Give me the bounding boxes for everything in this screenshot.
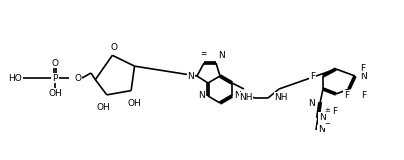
- Text: F: F: [310, 72, 315, 80]
- Text: F: F: [360, 64, 365, 72]
- Text: N: N: [318, 125, 325, 135]
- Text: ±: ±: [324, 107, 330, 113]
- Text: NH: NH: [239, 93, 253, 102]
- Text: N: N: [198, 92, 205, 100]
- Text: N: N: [187, 72, 194, 80]
- Text: =: =: [200, 49, 206, 58]
- Text: NH: NH: [274, 93, 288, 102]
- Text: OH: OH: [127, 99, 141, 108]
- Text: N: N: [308, 99, 315, 108]
- Text: −: −: [324, 121, 330, 127]
- Text: OH: OH: [48, 88, 62, 97]
- Text: OH: OH: [97, 103, 111, 112]
- Text: F: F: [332, 107, 338, 116]
- Text: O: O: [74, 73, 82, 83]
- Text: O: O: [51, 59, 59, 68]
- Text: N: N: [218, 51, 225, 60]
- Text: P: P: [52, 73, 58, 83]
- Text: F: F: [361, 91, 366, 100]
- Text: N: N: [319, 112, 326, 121]
- Text: O: O: [111, 43, 118, 52]
- Text: F: F: [344, 91, 349, 100]
- Text: N: N: [234, 92, 241, 100]
- Text: HO: HO: [8, 73, 22, 83]
- Text: N: N: [360, 72, 367, 80]
